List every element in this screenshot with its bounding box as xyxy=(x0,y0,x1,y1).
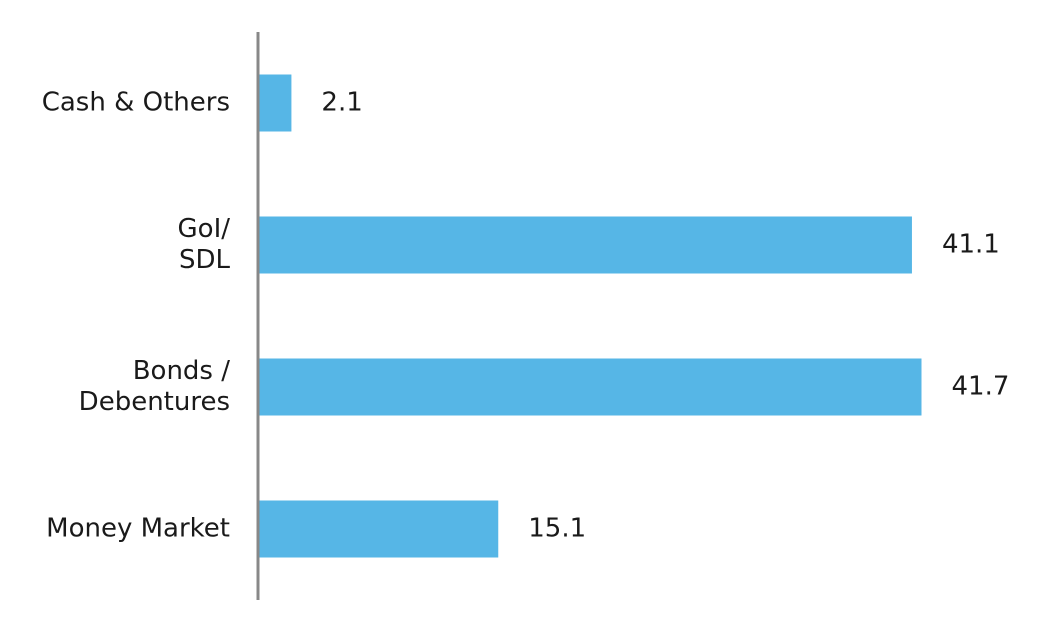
bar xyxy=(258,500,499,558)
y-tick-label: Money Market xyxy=(46,514,230,544)
y-tick-label: GoI/ xyxy=(178,214,231,244)
bar xyxy=(258,216,912,274)
y-tick-label: Bonds / xyxy=(133,356,231,386)
bar xyxy=(258,358,922,416)
bar xyxy=(258,74,292,132)
value-label: 15.1 xyxy=(528,514,586,544)
value-label: 41.1 xyxy=(942,230,1000,260)
y-tick-label: Cash & Others xyxy=(42,88,230,118)
value-label: 41.7 xyxy=(951,372,1009,402)
y-tick-label: SDL xyxy=(179,245,231,275)
value-label: 2.1 xyxy=(321,88,362,118)
y-tick-label: Debentures xyxy=(79,387,230,417)
